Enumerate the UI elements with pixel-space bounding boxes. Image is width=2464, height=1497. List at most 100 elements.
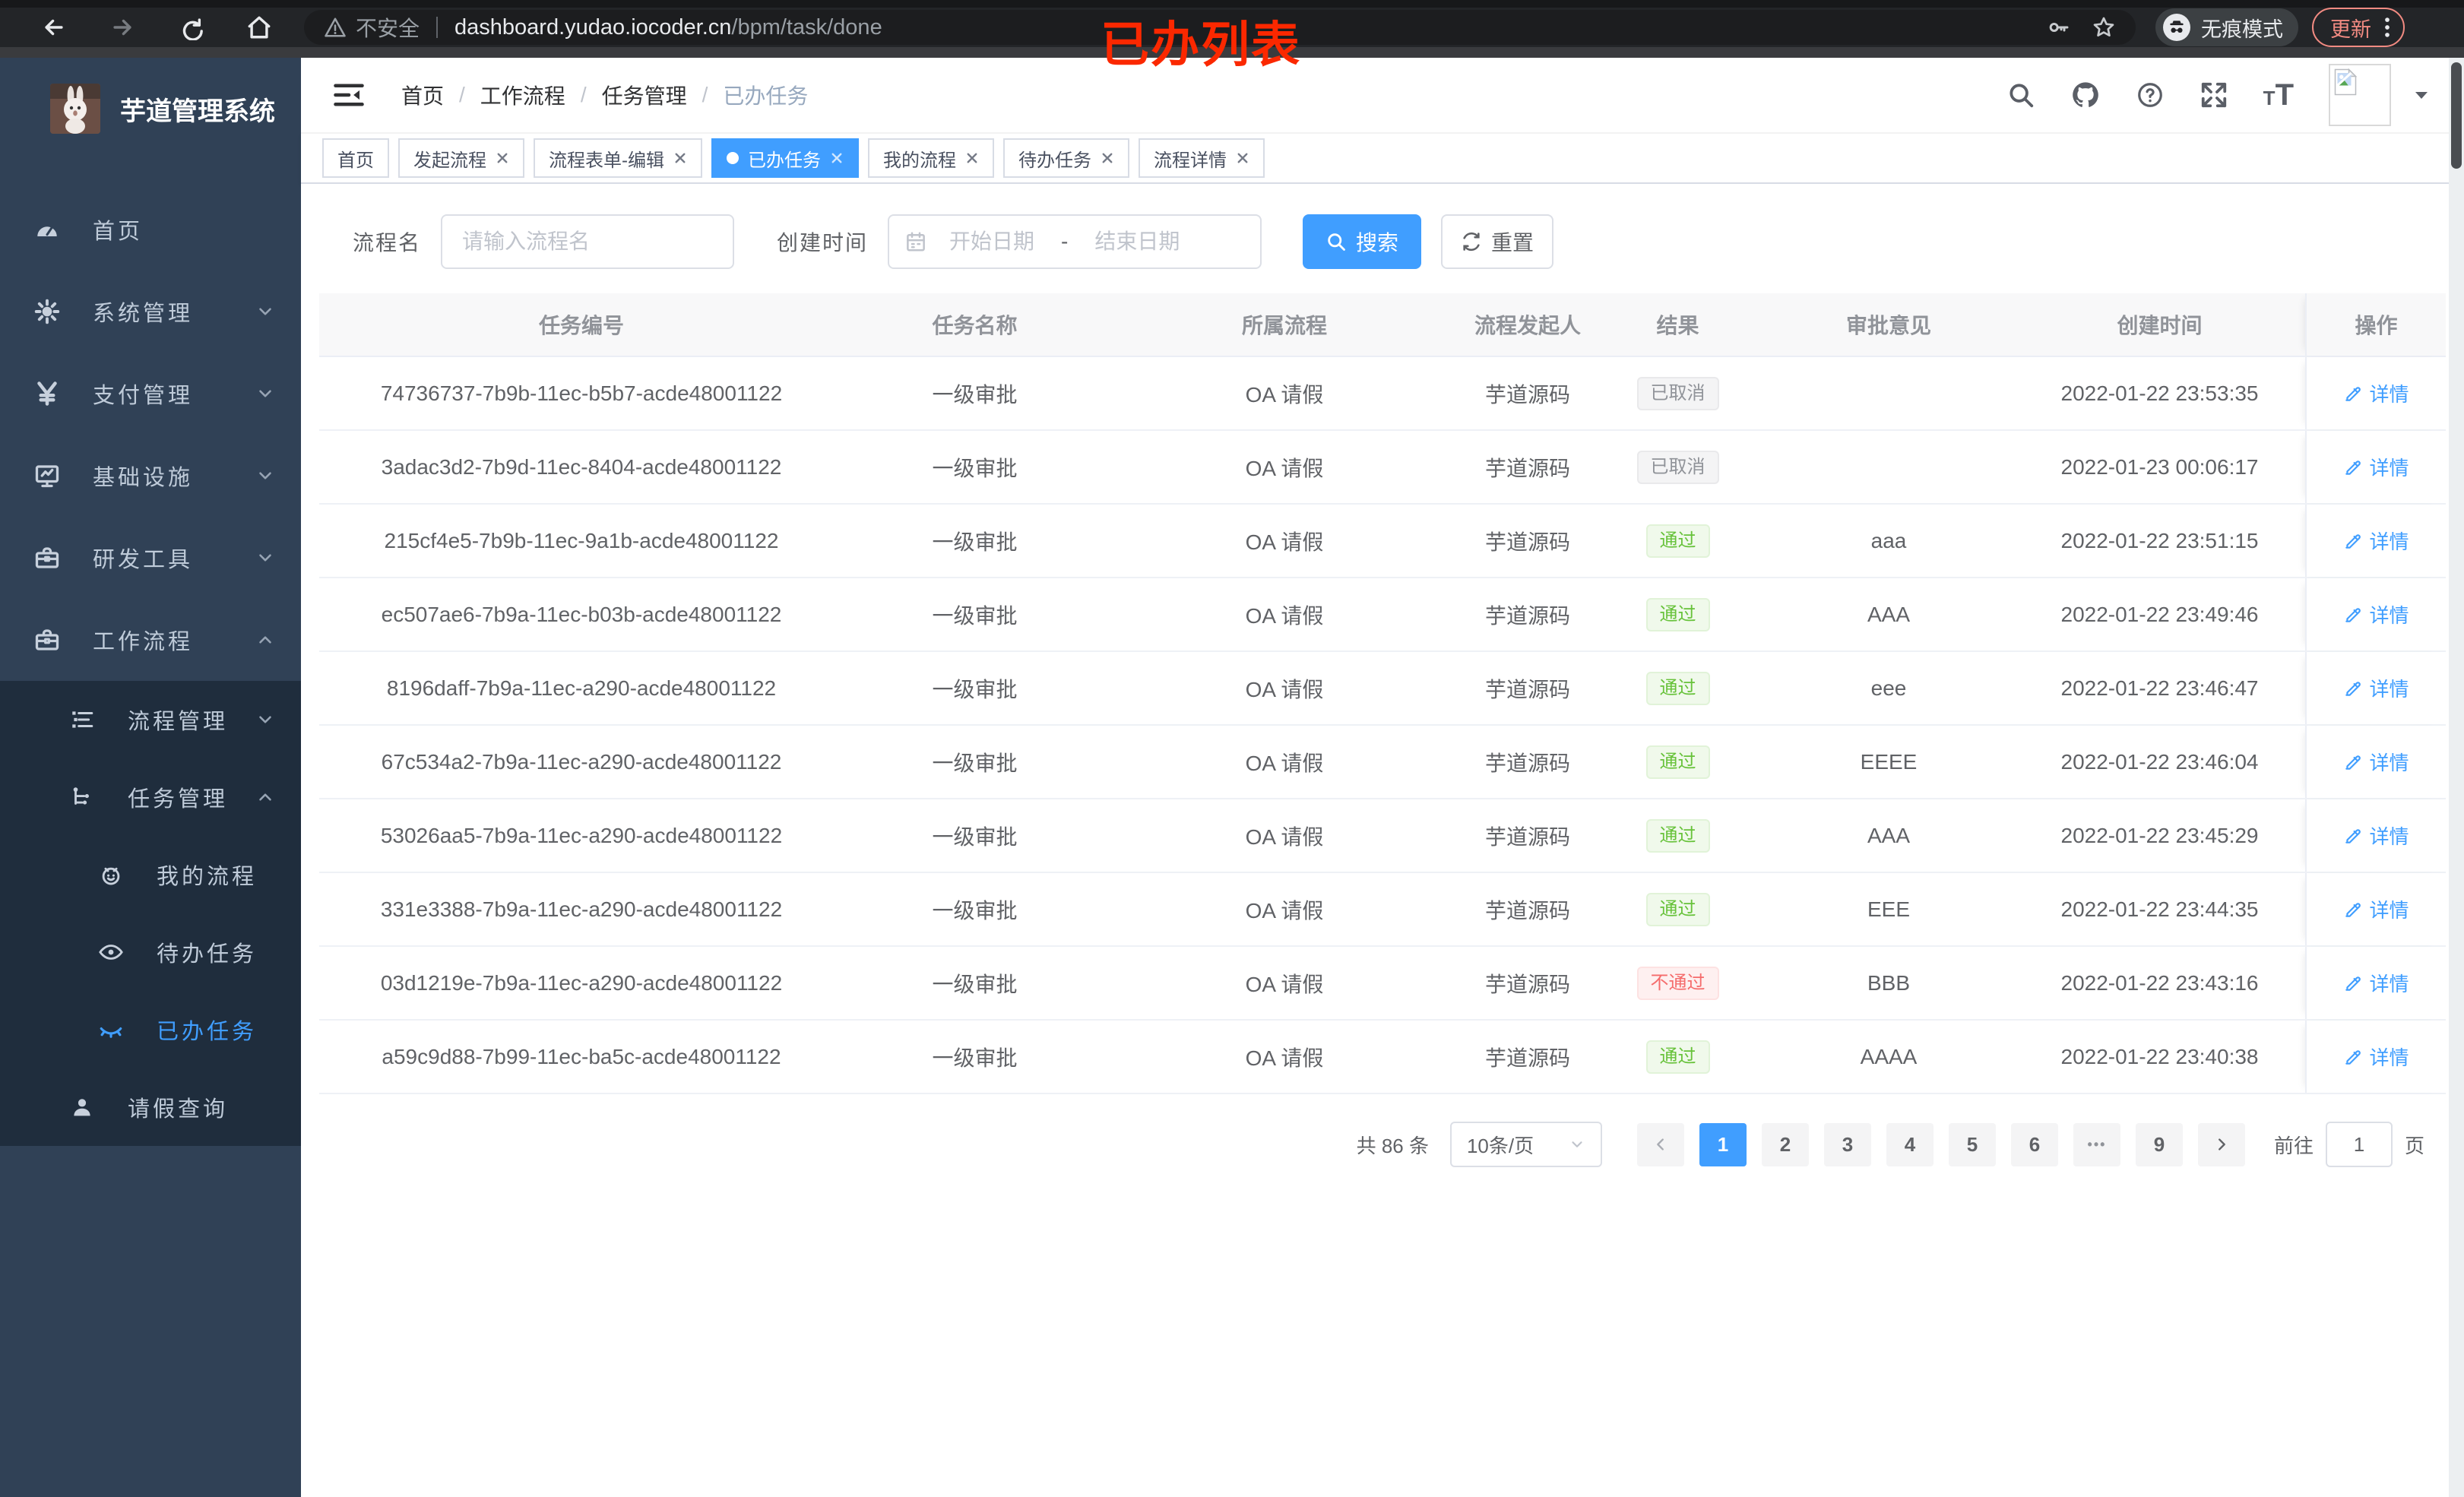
detail-button[interactable]: 详情 xyxy=(2343,674,2409,702)
tab-close-icon[interactable] xyxy=(830,151,844,165)
page-button[interactable]: 2 xyxy=(1761,1122,1809,1166)
workflow-submenu: 流程管理 任务管理 我的流程 待办任务 已办 xyxy=(0,681,301,1146)
tab-todo-tasks[interactable]: 待办任务 xyxy=(1003,138,1129,178)
page-button[interactable]: 5 xyxy=(1948,1122,1996,1166)
back-icon[interactable] xyxy=(20,14,88,40)
result-badge: 已取消 xyxy=(1636,450,1719,484)
approve-opinion: BBB xyxy=(1867,970,1911,995)
page-button[interactable]: 1 xyxy=(1699,1122,1747,1166)
result-badge: 不通过 xyxy=(1636,966,1719,1000)
scrollbar-thumb[interactable] xyxy=(2451,62,2462,169)
search-icon[interactable] xyxy=(2006,81,2035,109)
tab-close-icon[interactable] xyxy=(673,151,687,165)
sidebar-item-todo-tasks[interactable]: 待办任务 xyxy=(0,913,301,991)
bookmark-star-icon[interactable] xyxy=(2092,15,2116,40)
sidebar-item-workflow[interactable]: 工作流程 xyxy=(0,599,301,681)
breadcrumb-task-management[interactable]: 任务管理 xyxy=(601,84,687,108)
detail-button[interactable]: 详情 xyxy=(2343,379,2409,407)
main-area: 首页 / 工作流程 / 任务管理 / 已办任务 TT 首页 发起流程 流程表单-编辑 xyxy=(301,58,2464,1497)
sidebar-item-system[interactable]: 系统管理 xyxy=(0,271,301,353)
active-tab-dot xyxy=(727,152,739,164)
tab-close-icon[interactable] xyxy=(496,151,509,165)
browser-update-button[interactable]: 更新 xyxy=(2312,8,2405,47)
date-range-picker[interactable]: - xyxy=(888,214,1262,269)
page-button[interactable]: 9 xyxy=(2135,1122,2183,1166)
process-starter: 芋道源码 xyxy=(1484,603,1570,628)
detail-button[interactable]: 详情 xyxy=(2343,895,2409,923)
page-scrollbar[interactable] xyxy=(2449,58,2464,1497)
sidebar-item-infrastructure[interactable]: 基础设施 xyxy=(0,435,301,517)
approve-opinion: AAAA xyxy=(1860,1044,1918,1068)
github-icon[interactable] xyxy=(2070,80,2101,110)
detail-button[interactable]: 详情 xyxy=(2343,969,2409,997)
process-name-input[interactable] xyxy=(441,214,735,269)
user-menu[interactable] xyxy=(2329,64,2431,126)
detail-button[interactable]: 详情 xyxy=(2343,600,2409,628)
chevron-down-icon xyxy=(255,384,275,404)
detail-button[interactable]: 详情 xyxy=(2343,821,2409,850)
breadcrumb-home[interactable]: 首页 xyxy=(401,84,445,108)
tab-home[interactable]: 首页 xyxy=(322,138,389,178)
prev-page-button[interactable] xyxy=(1636,1122,1684,1166)
process-starter: 芋道源码 xyxy=(1484,382,1570,407)
tab-process-form-edit[interactable]: 流程表单-编辑 xyxy=(534,138,702,178)
detail-button[interactable]: 详情 xyxy=(2343,527,2409,555)
forward-icon[interactable] xyxy=(88,14,157,40)
sidebar-item-leave-query[interactable]: 请假查询 xyxy=(0,1068,301,1146)
tab-start-process[interactable]: 发起流程 xyxy=(398,138,524,178)
tab-my-process[interactable]: 我的流程 xyxy=(868,138,994,178)
breadcrumb-workflow[interactable]: 工作流程 xyxy=(480,84,565,108)
home-icon[interactable] xyxy=(225,14,293,40)
update-label[interactable]: 更新 xyxy=(2330,17,2371,41)
detail-button[interactable]: 详情 xyxy=(2343,1043,2409,1071)
incognito-badge: 无痕模式 xyxy=(2155,8,2298,46)
sidebar-item-devtools[interactable]: 研发工具 xyxy=(0,517,301,599)
fullscreen-icon[interactable] xyxy=(2200,81,2228,109)
kebab-menu-icon[interactable] xyxy=(2383,14,2391,40)
detail-button[interactable]: 详情 xyxy=(2343,748,2409,776)
sidebar-item-task-management[interactable]: 任务管理 xyxy=(0,758,301,836)
next-page-button[interactable] xyxy=(2197,1122,2245,1166)
tab-close-icon[interactable] xyxy=(1101,151,1114,165)
page-button[interactable]: 3 xyxy=(1823,1122,1871,1166)
help-icon[interactable] xyxy=(2136,81,2165,109)
briefcase-icon xyxy=(32,626,62,654)
sidebar-collapse-icon[interactable] xyxy=(319,81,378,109)
sidebar-item-payment[interactable]: 支付管理 xyxy=(0,353,301,435)
detail-button[interactable]: 详情 xyxy=(2343,453,2409,481)
tab-close-icon[interactable] xyxy=(1236,151,1249,165)
page-button[interactable]: 6 xyxy=(2010,1122,2058,1166)
approve-opinion: EEE xyxy=(1867,897,1911,921)
search-button[interactable]: 搜索 xyxy=(1303,214,1422,269)
table-row: 03d1219e-7b9a-11ec-a290-acde48001122 一级审… xyxy=(319,947,2446,1021)
task-name: 一级审批 xyxy=(932,751,1018,775)
avatar[interactable] xyxy=(2329,64,2391,126)
sidebar-item-process-management[interactable]: 流程管理 xyxy=(0,681,301,758)
sidebar-item-done-tasks[interactable]: 已办任务 xyxy=(0,991,301,1068)
sidebar-item-my-process[interactable]: 我的流程 xyxy=(0,836,301,913)
reset-button[interactable]: 重置 xyxy=(1441,214,1554,269)
font-size-icon[interactable]: TT xyxy=(2263,78,2294,112)
goto-page-input[interactable] xyxy=(2325,1122,2393,1167)
sidebar-logo[interactable]: 芋道管理系统 xyxy=(0,58,301,160)
sidebar-item-home[interactable]: 首页 xyxy=(0,188,301,271)
chevron-up-icon xyxy=(255,787,275,807)
url-bar[interactable]: 不安全 dashboard.yudao.iocoder.cn/bpm/task/… xyxy=(304,10,2136,45)
start-date-input[interactable] xyxy=(927,229,1057,254)
reload-icon[interactable] xyxy=(157,14,225,40)
table-row: 8196daff-7b9a-11ec-a290-acde48001122 一级审… xyxy=(319,652,2446,726)
column-header: 任务名称 xyxy=(932,314,1018,337)
task-name: 一级审批 xyxy=(932,824,1018,849)
tab-process-detail[interactable]: 流程详情 xyxy=(1139,138,1265,178)
security-label[interactable]: 不安全 xyxy=(356,17,420,40)
end-date-input[interactable] xyxy=(1072,229,1202,254)
page-button[interactable]: 4 xyxy=(1886,1122,1934,1166)
tab-done-tasks[interactable]: 已办任务 xyxy=(711,138,859,178)
password-key-icon[interactable] xyxy=(2046,15,2070,40)
browser-toolbar: 不安全 dashboard.yudao.iocoder.cn/bpm/task/… xyxy=(0,8,2464,47)
process-starter: 芋道源码 xyxy=(1484,530,1570,554)
page-size-select[interactable]: 10条/页 xyxy=(1449,1122,1602,1167)
more-pages-button[interactable]: ••• xyxy=(2073,1122,2120,1166)
pagination: 共 86 条 10条/页 1 2 3 4 5 6 ••• 9 前往 页 xyxy=(319,1122,2424,1167)
tab-close-icon[interactable] xyxy=(965,151,979,165)
